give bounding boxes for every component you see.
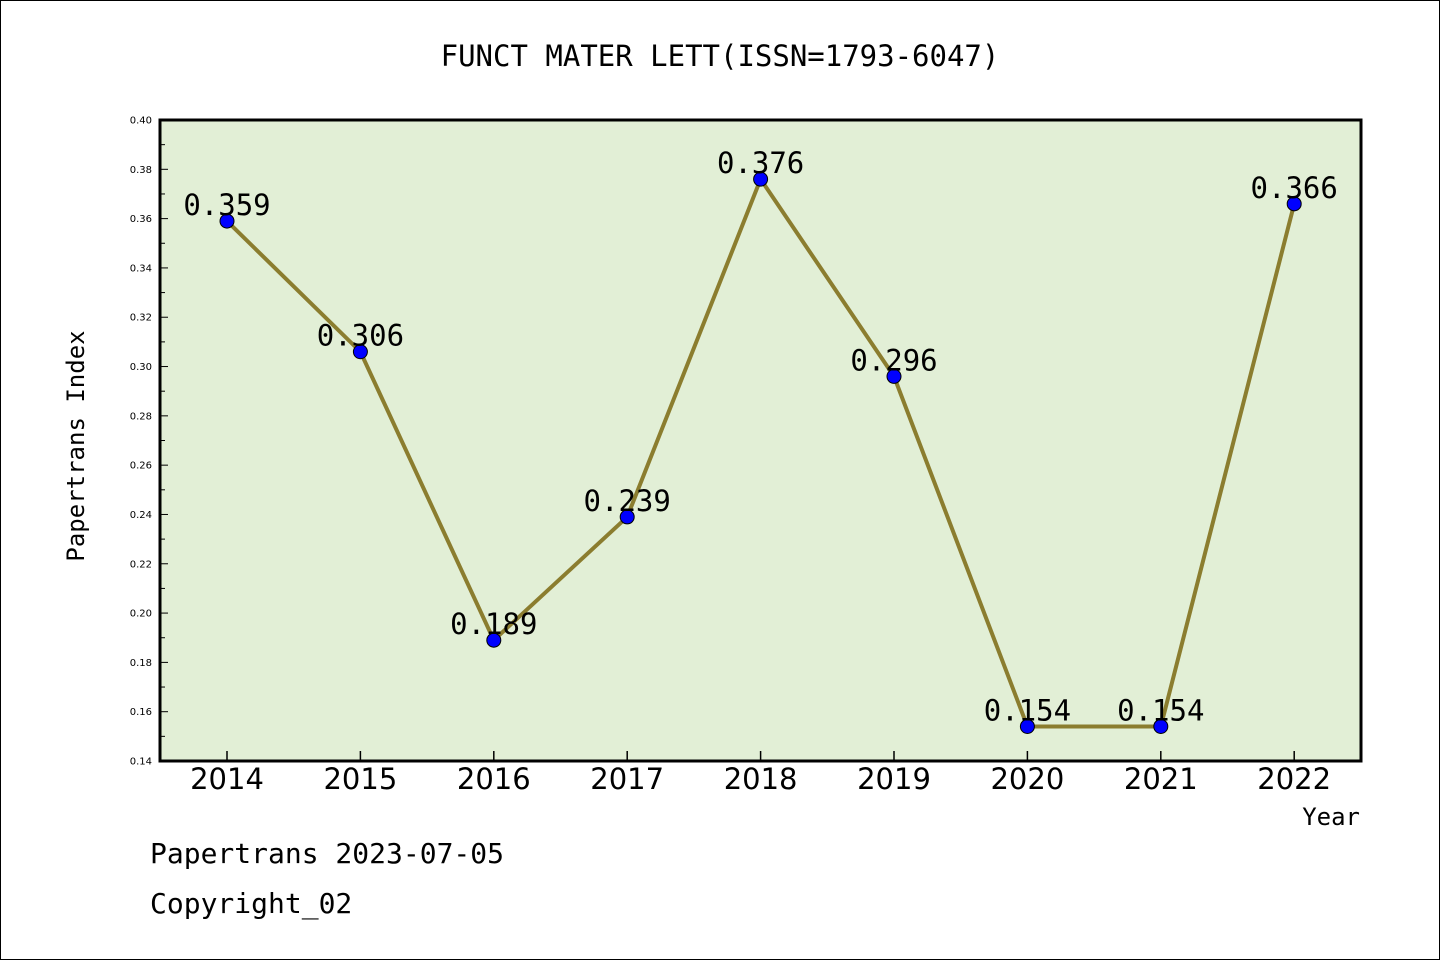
x-tick-label: 2021: [1124, 762, 1198, 796]
data-label: 0.366: [1251, 171, 1338, 205]
data-label: 0.306: [317, 319, 404, 353]
y-tick-label: 0.40: [130, 116, 152, 127]
y-axis: 0.14 0.16 0.18 0.20 0.22 0.24 0.26 0.28 0.30 0.32…: [130, 116, 168, 768]
data-point: [1286, 196, 1302, 212]
data-label: 0.376: [717, 146, 804, 180]
chart-title: FUNCT MATER LETT(ISSN=1793-6047): [441, 39, 1000, 73]
x-tick-label: 2014: [190, 762, 264, 796]
y-tick-label: 0.34: [130, 263, 152, 274]
footer-copyright: Copyright_02: [150, 887, 352, 921]
x-tick-label: 2015: [323, 762, 397, 796]
y-tick-label: 0.28: [130, 411, 152, 422]
x-axis-label: Year: [1302, 803, 1360, 831]
y-tick-label: 0.36: [130, 214, 152, 225]
y-tick-label: 0.26: [130, 461, 152, 472]
x-tick-label: 2022: [1257, 762, 1331, 796]
x-tick-label: 2019: [857, 762, 931, 796]
x-tick-label: 2020: [990, 762, 1064, 796]
y-tick-label: 0.38: [130, 165, 152, 176]
data-point: [753, 171, 769, 187]
data-point: [886, 368, 902, 384]
y-tick-label: 0.16: [130, 707, 152, 718]
y-axis-label: Papertrans Index: [62, 330, 90, 561]
data-label: 0.154: [1117, 693, 1204, 727]
data-label: 0.189: [450, 607, 537, 641]
y-tick-label: 0.14: [130, 757, 152, 768]
y-tick-label: 0.22: [130, 559, 152, 570]
data-label: 0.296: [850, 343, 937, 377]
data-point: [486, 632, 502, 648]
x-tick-label: 2016: [457, 762, 531, 796]
data-label: 0.359: [183, 188, 270, 222]
data-point: [1019, 718, 1035, 734]
y-tick-label: 0.30: [130, 362, 152, 373]
data-point: [619, 509, 635, 525]
x-axis: 2014 2015 2016 2017 2018 2019 2020 2021 2022: [190, 751, 1331, 796]
y-tick-label: 0.32: [130, 313, 152, 324]
x-tick-label: 2018: [724, 762, 798, 796]
x-tick-label: 2017: [590, 762, 664, 796]
y-tick-label: 0.18: [130, 658, 152, 669]
data-point: [1153, 718, 1169, 734]
y-tick-label: 0.24: [130, 510, 152, 521]
data-label: 0.239: [584, 484, 671, 518]
data-point: [219, 213, 235, 229]
plot-area: [158, 118, 1363, 763]
data-point: [352, 344, 368, 360]
footer-date: Papertrans 2023-07-05: [150, 837, 504, 870]
data-label: 0.154: [984, 693, 1071, 727]
series-papertrans-index: 0.359 0.306 0.189 0.239 0.376 0.296 0.154 0.154…: [183, 146, 1338, 734]
y-tick-label: 0.20: [130, 609, 152, 620]
